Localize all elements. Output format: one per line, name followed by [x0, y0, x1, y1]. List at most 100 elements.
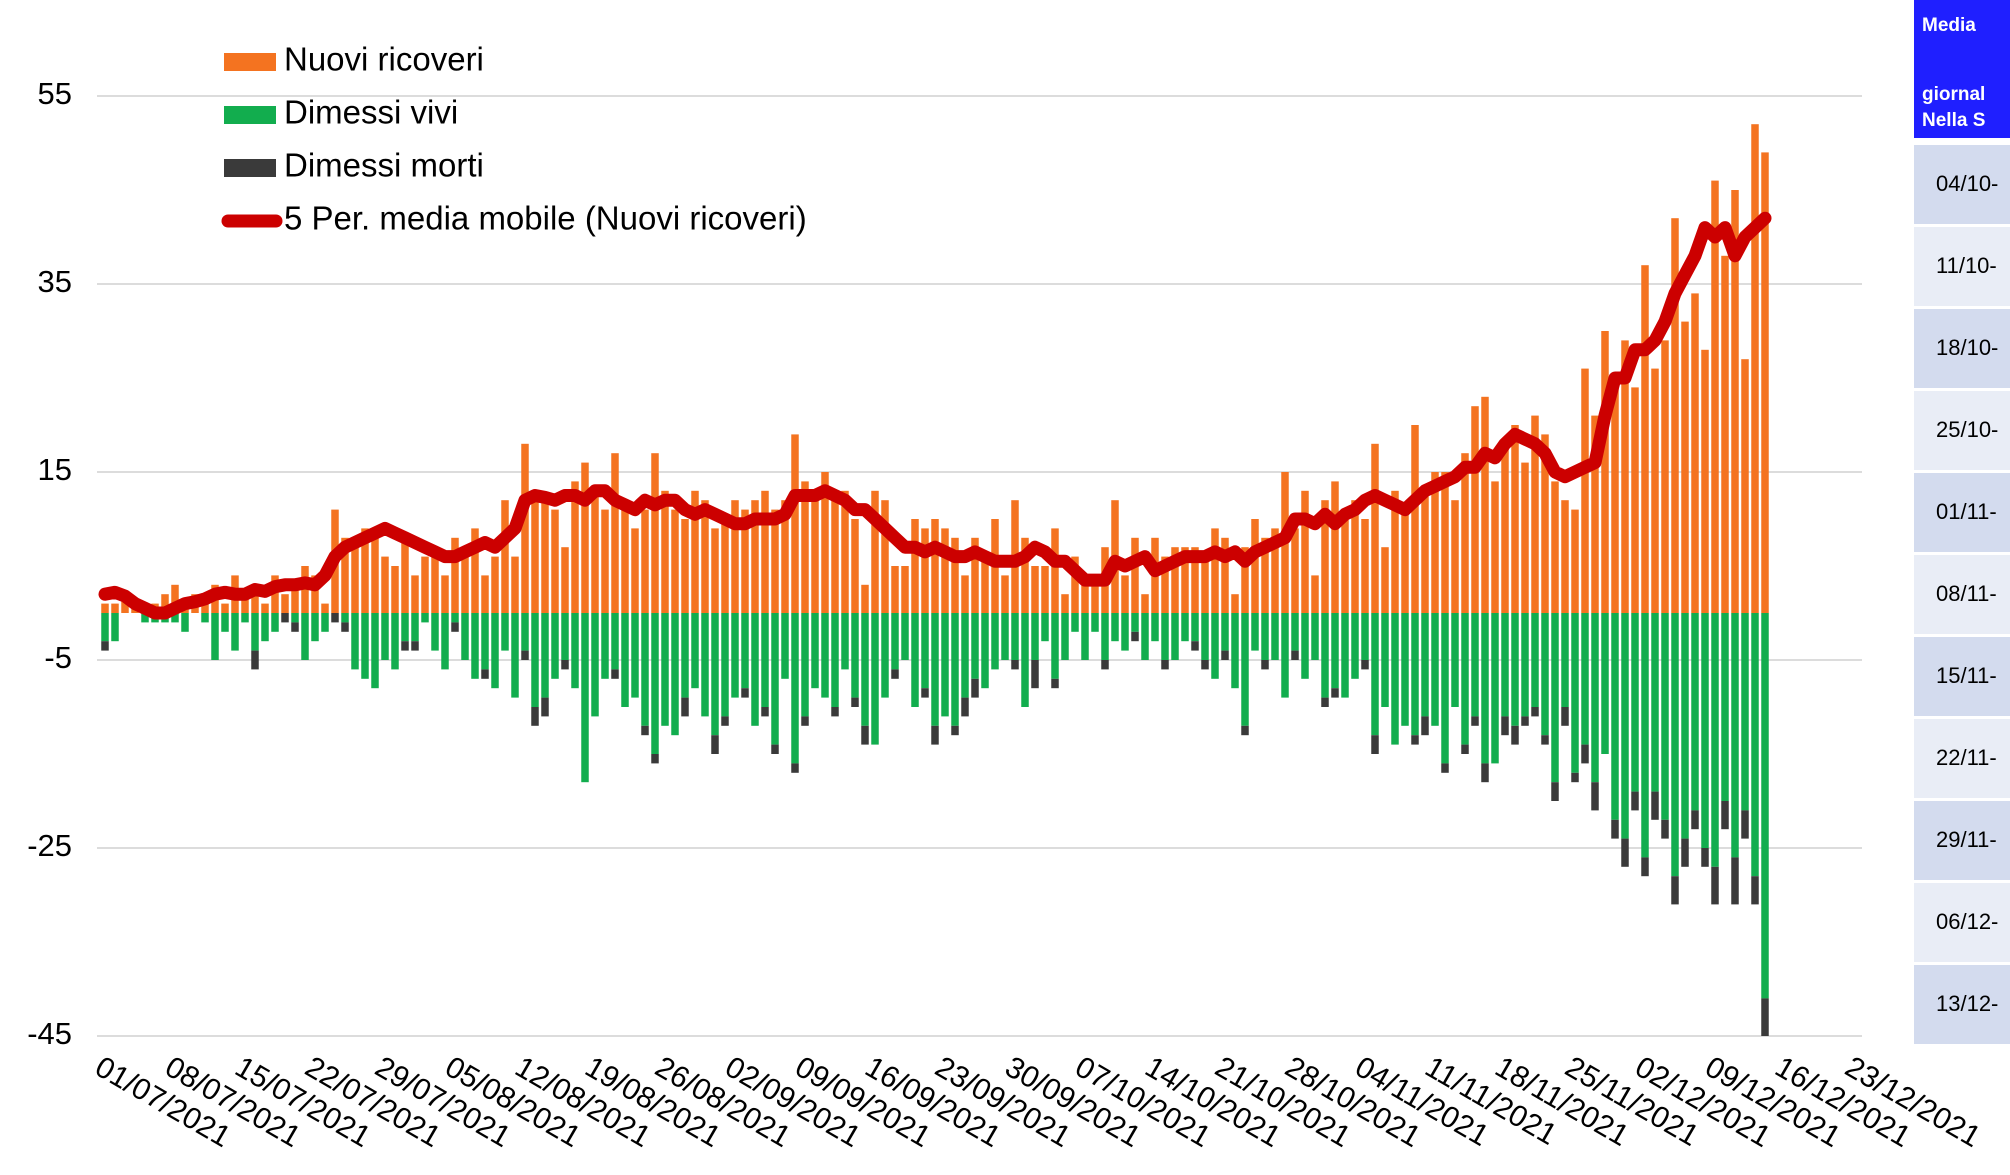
line	[98, 211, 1772, 620]
bar	[1611, 613, 1619, 820]
bar	[1281, 613, 1289, 698]
bar	[561, 660, 569, 670]
bar	[1311, 613, 1319, 660]
bar	[1421, 490, 1429, 613]
bar	[1661, 340, 1669, 613]
bar	[1461, 453, 1469, 613]
bar	[591, 613, 599, 717]
bar	[961, 575, 969, 613]
bar	[1341, 509, 1349, 613]
bar	[1011, 660, 1019, 670]
bar	[1581, 368, 1589, 613]
bar	[1291, 528, 1299, 613]
bar	[411, 613, 419, 642]
bar	[521, 613, 529, 651]
bar	[1331, 613, 1339, 689]
bar	[451, 622, 459, 632]
bar	[601, 613, 609, 679]
bar	[1671, 218, 1679, 613]
bar	[1211, 613, 1219, 679]
table-row	[1914, 801, 2010, 880]
bar	[1651, 791, 1659, 820]
bar	[761, 613, 769, 707]
bar	[1031, 660, 1039, 689]
bar	[1461, 613, 1469, 745]
bar	[1271, 528, 1279, 613]
bar	[1071, 613, 1079, 632]
bar	[1411, 613, 1419, 736]
bar	[1761, 613, 1769, 999]
bar	[291, 613, 299, 623]
bar	[1491, 613, 1499, 764]
bar	[1501, 613, 1509, 717]
bar	[621, 613, 629, 707]
bar	[1221, 537, 1229, 613]
bar	[1561, 500, 1569, 613]
bar	[361, 528, 369, 613]
bar	[871, 613, 879, 745]
bar	[861, 584, 869, 613]
bar	[401, 537, 409, 613]
bar	[1481, 763, 1489, 783]
bar	[1631, 613, 1639, 792]
bar	[1651, 368, 1659, 613]
bar	[341, 537, 349, 613]
bar	[741, 509, 749, 613]
bar	[1261, 537, 1269, 613]
bar	[691, 613, 699, 689]
bar	[861, 725, 869, 745]
bar	[1341, 613, 1349, 698]
bar	[531, 613, 539, 707]
bar	[1701, 848, 1709, 867]
bar	[1631, 387, 1639, 613]
bar	[1721, 613, 1729, 801]
bar	[711, 528, 719, 613]
bar	[1331, 688, 1339, 698]
bar	[571, 613, 579, 689]
bar	[1321, 697, 1329, 707]
bar	[891, 669, 899, 679]
bar	[971, 613, 979, 679]
bar	[1121, 575, 1129, 613]
bar	[1081, 613, 1089, 660]
bar	[561, 613, 569, 660]
bar	[951, 725, 959, 736]
bar	[1761, 152, 1769, 613]
bar	[841, 490, 849, 613]
bar	[1681, 321, 1689, 613]
bar	[1741, 613, 1749, 811]
bar	[621, 500, 629, 613]
bar	[1311, 575, 1319, 613]
bar	[381, 613, 389, 660]
bar	[471, 613, 479, 679]
bar	[1011, 613, 1019, 660]
bar	[1621, 838, 1629, 867]
bar	[1731, 857, 1739, 905]
bar	[1641, 265, 1649, 613]
bar	[1571, 613, 1579, 773]
bar	[1101, 660, 1109, 670]
bar	[1581, 613, 1589, 745]
bar	[1361, 613, 1369, 660]
bar	[1261, 613, 1269, 660]
table-cell: 29/11-	[1936, 827, 1997, 852]
bar	[1091, 613, 1099, 632]
bar	[1591, 613, 1599, 783]
bar	[601, 509, 609, 613]
bar	[831, 500, 839, 613]
bar	[741, 688, 749, 698]
bar	[651, 754, 659, 764]
bar	[611, 613, 619, 670]
bar	[1751, 613, 1759, 877]
bar	[1441, 763, 1449, 773]
bar	[841, 613, 849, 670]
bar	[1031, 613, 1039, 660]
bar	[811, 613, 819, 689]
bar	[1291, 613, 1299, 651]
y-tick-label: -25	[27, 828, 72, 863]
bar	[801, 716, 809, 726]
bar	[1021, 613, 1029, 707]
table-row	[1914, 637, 2010, 716]
bar	[1511, 425, 1519, 613]
bar	[581, 613, 589, 783]
